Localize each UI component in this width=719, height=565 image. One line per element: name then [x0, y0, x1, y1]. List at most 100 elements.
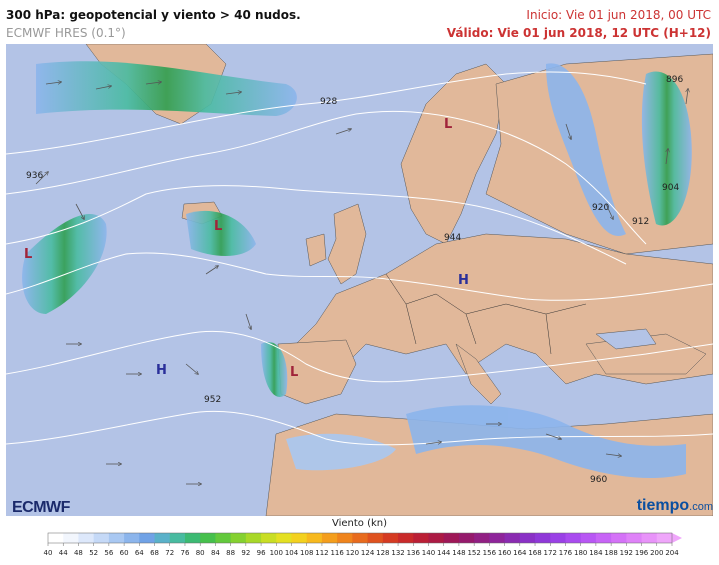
wind-legend: 40 44 48 52 56 60 64 68 72 76 80 84 88 92 96 100 104 108 1… — [44, 532, 682, 557]
legend-swatch — [458, 533, 475, 543]
legend-tick-label: 204 — [665, 549, 679, 557]
legend-tick-label: 140 — [422, 549, 435, 557]
legend-swatch — [169, 533, 186, 543]
low-center: L — [214, 219, 222, 234]
legend-swatch — [108, 533, 125, 543]
legend-tick-label: 96 — [257, 549, 266, 557]
legend-swatch — [519, 533, 536, 543]
legend-tick-label: 128 — [376, 549, 389, 557]
contour-label: 896 — [666, 75, 683, 85]
legend-swatch — [337, 533, 353, 543]
legend-tick-label: 160 — [498, 549, 511, 557]
model-label: ECMWF HRES (0.1°) — [6, 26, 126, 40]
legend-tick-label: 88 — [226, 549, 235, 557]
map-canvas: 896 904 912 920 928 936 944 952 960 L L … — [6, 44, 713, 516]
legend-swatch — [215, 533, 232, 543]
low-center: L — [444, 117, 452, 132]
legend-swatch — [184, 533, 201, 543]
legend-tick-label: 44 — [59, 549, 68, 557]
geopotential-contours — [6, 71, 713, 446]
legend-tick-label: 76 — [181, 549, 190, 557]
legend-swatch — [656, 533, 673, 543]
legend-tick-label: 144 — [437, 549, 451, 557]
legend-tick-label: 180 — [574, 549, 587, 557]
legend-swatch — [139, 533, 156, 543]
contour-label: 920 — [592, 203, 609, 213]
legend-tick-label: 152 — [467, 549, 480, 557]
legend-tick-label: 60 — [120, 549, 129, 557]
legend-tick-label: 148 — [452, 549, 465, 557]
legend-swatch — [306, 533, 323, 543]
map-header: 300 hPa: geopotencial y viento > 40 nudo… — [0, 0, 719, 44]
legend-swatch — [595, 533, 612, 543]
legend-swatch — [321, 533, 338, 543]
legend-tick-label: 52 — [89, 549, 98, 557]
legend-swatch — [291, 533, 308, 543]
legend-tick-label: 104 — [285, 549, 299, 557]
low-center: L — [24, 247, 32, 262]
weather-map: 896 904 912 920 928 936 944 952 960 L L … — [6, 44, 713, 516]
black-sea — [595, 328, 657, 350]
legend-swatch — [413, 533, 429, 543]
legend-frame — [47, 532, 673, 544]
borders — [385, 273, 587, 355]
legend-tick-label: 192 — [620, 549, 633, 557]
legend-swatch — [352, 533, 369, 543]
contour-label: 936 — [26, 171, 43, 181]
legend-swatch — [611, 533, 627, 543]
legend-swatch — [367, 533, 384, 543]
valid-time: Válido: Vie 01 jun 2018, 12 UTC (H+12) — [446, 26, 711, 40]
legend-tick-label: 40 — [44, 549, 53, 557]
legend-swatch — [78, 533, 95, 543]
wind-arrows — [35, 82, 688, 484]
legend-tick-label: 112 — [315, 549, 328, 557]
legend-swatch — [580, 533, 597, 543]
high-center: H — [458, 273, 469, 288]
legend-swatch — [474, 533, 490, 543]
low-center: L — [290, 365, 298, 380]
legend-tick-label: 92 — [241, 549, 250, 557]
contour-label: 928 — [320, 97, 337, 107]
high-centers: H H — [156, 273, 469, 378]
legend-tick-label: 124 — [361, 549, 375, 557]
legend-tick-label: 56 — [104, 549, 113, 557]
legend-tick-label: 116 — [330, 549, 344, 557]
legend-swatch — [641, 533, 658, 543]
legend-swatch — [504, 533, 521, 543]
init-time: Inicio: Vie 01 jun 2018, 00 UTC — [526, 8, 711, 22]
legend-tick-label: 64 — [135, 549, 144, 557]
contour-label: 912 — [632, 217, 649, 227]
contour-label: 960 — [590, 475, 607, 485]
legend-swatch — [245, 533, 262, 543]
legend-tick-label: 196 — [635, 549, 649, 557]
legend-swatch — [93, 533, 110, 543]
map-title: 300 hPa: geopotencial y viento > 40 nudo… — [6, 8, 301, 22]
legend-tick-label: 84 — [211, 549, 220, 557]
legend-tick-label: 80 — [196, 549, 205, 557]
legend-tick-label: 176 — [559, 549, 573, 557]
legend-tick-label: 200 — [650, 549, 663, 557]
legend-tick-label: 184 — [589, 549, 603, 557]
legend-swatch — [154, 533, 171, 543]
legend-tick-label: 188 — [604, 549, 617, 557]
tiempo-logo-suffix: .com — [689, 501, 713, 513]
legend-swatch — [489, 533, 506, 543]
contour-label: 944 — [444, 233, 461, 243]
legend-tick-label: 132 — [391, 549, 404, 557]
legend-tick-label: 164 — [513, 549, 527, 557]
contour-labels: 896 904 912 920 928 936 944 952 960 — [26, 75, 683, 485]
legend-tick-label: 168 — [528, 549, 541, 557]
legend-tick-label: 136 — [407, 549, 421, 557]
contour-label: 952 — [204, 395, 221, 405]
legend-swatch — [550, 533, 566, 543]
legend-swatch — [565, 533, 582, 543]
legend-tick-label: 120 — [346, 549, 359, 557]
pressure-centers: L L L L — [24, 117, 452, 380]
legend-swatch — [230, 533, 247, 543]
tiempo-logo: tiempo.com — [637, 497, 713, 515]
legend-swatch — [124, 533, 140, 543]
legend-swatch — [48, 533, 64, 543]
legend-tick-label: 172 — [544, 549, 557, 557]
legend-swatch — [428, 533, 445, 543]
legend-swatch — [63, 533, 79, 543]
